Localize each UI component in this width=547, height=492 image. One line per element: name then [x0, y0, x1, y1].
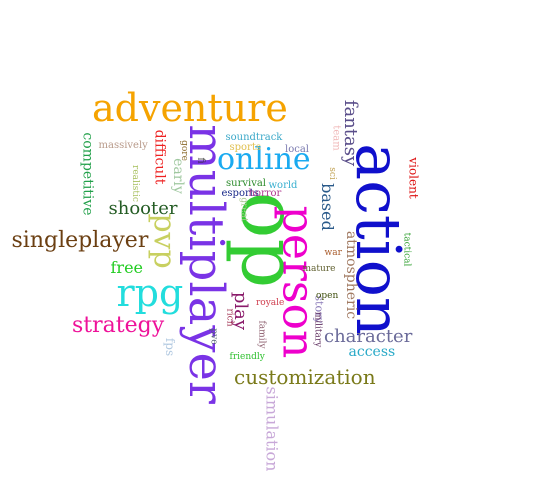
word-friendly: friendly — [229, 351, 265, 362]
word-realistic: realistic — [129, 164, 140, 202]
word-atmospheric: atmospheric — [343, 230, 360, 320]
word-based: based — [317, 183, 337, 231]
word-horror: horror — [248, 188, 282, 199]
word-fi: fi — [195, 156, 206, 164]
word-rpg: rpg — [116, 271, 184, 315]
word-war: war — [324, 247, 342, 258]
word-customization: customization — [234, 365, 376, 389]
word-survival: survival — [226, 178, 267, 189]
word-military: military — [312, 311, 323, 347]
word-early: early — [169, 158, 186, 194]
word-strategy: strategy — [72, 313, 165, 338]
word-mature: mature — [302, 263, 336, 274]
word-world: world — [268, 180, 298, 191]
word-access: access — [348, 344, 396, 360]
word-great: great — [238, 196, 249, 222]
word-competitive: competitive — [79, 132, 96, 216]
word-esports: esports — [221, 188, 259, 199]
word-online: online — [217, 142, 311, 177]
word-sports: sports — [229, 142, 261, 153]
word-local: local — [285, 144, 309, 155]
word-simulation: simulation — [261, 386, 281, 472]
word-difficult: difficult — [150, 129, 167, 185]
word-family: family — [256, 319, 267, 349]
word-singleplayer: singleplayer — [11, 228, 149, 253]
word-fantasy: fantasy — [340, 99, 362, 167]
word-sci: sci — [326, 166, 337, 180]
word-fps: fps — [163, 337, 178, 357]
word-free: free — [110, 258, 144, 277]
word-pve: pve — [208, 327, 219, 345]
word-violent: violent — [406, 157, 421, 199]
word-team: team — [330, 125, 342, 151]
word-tactical: tactical — [401, 232, 412, 266]
word-rich: rich — [224, 307, 235, 327]
word-open: open — [316, 290, 339, 301]
word-royale: royale — [256, 297, 285, 308]
word-shooter: shooter — [108, 198, 178, 219]
word-soundtrack: soundtrack — [225, 132, 283, 143]
word-pvp: pvp — [146, 213, 182, 269]
word-character: character — [324, 326, 413, 347]
word-adventure: adventure — [92, 86, 288, 130]
word-massively: massively — [98, 140, 148, 151]
word-gore: gore — [178, 139, 189, 161]
